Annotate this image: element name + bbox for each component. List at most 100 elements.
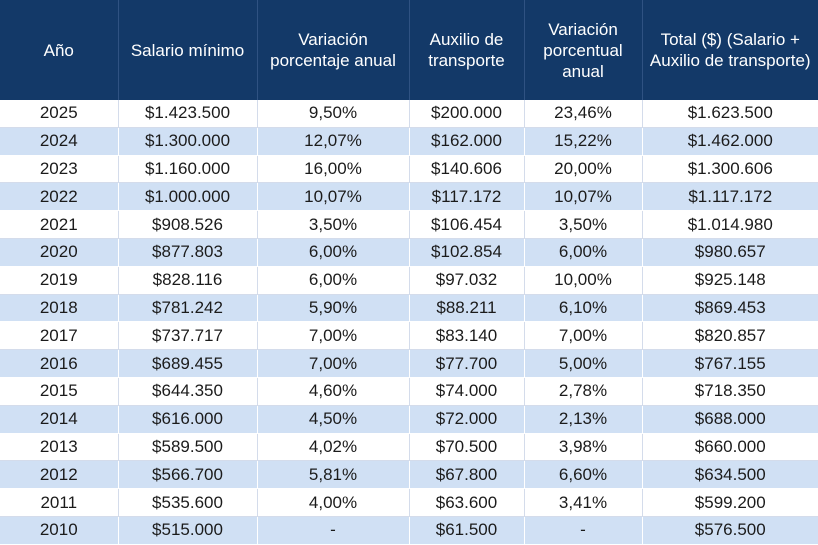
cell-total: $820.857: [642, 321, 818, 351]
table-row: 2010 $515.000- $61.500- $576.500: [0, 516, 818, 545]
table-row: 2022 $1.000.000 10,07% $117.172 10,07% $1.117…: [0, 182, 818, 212]
cell-transport-variation: 3,98%: [524, 433, 643, 462]
cell-total: $599.200: [642, 488, 818, 517]
cell-total: $767.155: [642, 349, 818, 378]
cell-transport-variation: 10,07%: [524, 182, 643, 212]
table-row: 2015 $644.350 4,60% $74.000 2,78% $718.350: [0, 377, 818, 406]
cell-year: 2013: [0, 433, 119, 462]
cell-year: 2023: [0, 155, 119, 184]
cell-transport-allowance: $140.606: [409, 155, 525, 184]
cell-minimum-wage: $828.116: [118, 266, 258, 295]
table-body: 2025 $1.423.500 9,50% $200.000 23,46% $1.623.…: [0, 100, 818, 545]
cell-transport-variation: 3,50%: [524, 210, 643, 239]
cell-transport-variation: 6,10%: [524, 294, 643, 323]
cell-wage-variation: 3,50%: [257, 210, 410, 239]
table-row: 2023 $1.160.000 16,00% $140.606 20,00% $1.300…: [0, 155, 818, 184]
cell-transport-variation: 2,78%: [524, 377, 643, 406]
cell-year: 2024: [0, 127, 119, 156]
table-row: 2013 $589.500 4,02% $70.500 3,98% $660.000: [0, 433, 818, 462]
cell-wage-variation: 4,50%: [257, 405, 410, 434]
cell-wage-variation: 12,07%: [257, 127, 410, 156]
table-row: 2025 $1.423.500 9,50% $200.000 23,46% $1.623.…: [0, 100, 818, 128]
table-row: 2024 $1.300.000 12,07% $162.000 15,22% $1.462…: [0, 127, 818, 156]
cell-minimum-wage: $616.000: [118, 405, 258, 434]
cell-year: 2025: [0, 100, 119, 128]
cell-transport-allowance: $74.000: [409, 377, 525, 406]
cell-year: 2018: [0, 294, 119, 323]
cell-transport-allowance: $63.600: [409, 488, 525, 517]
cell-year: 2010: [0, 516, 119, 545]
cell-transport-variation: 2,13%: [524, 405, 643, 434]
cell-wage-variation: 6,00%: [257, 238, 410, 267]
cell-total: $634.500: [642, 460, 818, 490]
cell-minimum-wage: $689.455: [118, 349, 258, 378]
cell-transport-allowance: $72.000: [409, 405, 525, 434]
cell-transport-allowance: $102.854: [409, 238, 525, 267]
header-minimum-wage: Salario mínimo: [118, 0, 258, 100]
cell-transport-variation: 23,46%: [524, 100, 643, 128]
cell-transport-variation: 3,41%: [524, 488, 643, 517]
cell-wage-variation: 7,00%: [257, 321, 410, 351]
cell-minimum-wage: $1.000.000: [118, 182, 258, 212]
cell-minimum-wage: $515.000: [118, 516, 258, 545]
cell-year: 2016: [0, 349, 119, 378]
cell-total: $869.453: [642, 294, 818, 323]
cell-minimum-wage: $1.300.000: [118, 127, 258, 156]
cell-wage-variation: 5,81%: [257, 460, 410, 490]
header-transport-allowance: Auxilio de transporte: [409, 0, 525, 100]
cell-transport-variation: 15,22%: [524, 127, 643, 156]
cell-transport-allowance: $83.140: [409, 321, 525, 351]
cell-total: $660.000: [642, 433, 818, 462]
cell-wage-variation: 6,00%: [257, 266, 410, 295]
cell-transport-allowance: $162.000: [409, 127, 525, 156]
table-row: 2021 $908.526 3,50% $106.454 3,50% $1.014.980: [0, 210, 818, 239]
table-row: 2020 $877.803 6,00% $102.854 6,00% $980.657: [0, 238, 818, 267]
cell-wage-variation: 16,00%: [257, 155, 410, 184]
cell-minimum-wage: $644.350: [118, 377, 258, 406]
cell-total: $925.148: [642, 266, 818, 295]
cell-minimum-wage: $1.423.500: [118, 100, 258, 128]
cell-minimum-wage: $908.526: [118, 210, 258, 239]
header-transport-annual-variation: Variación porcentual anual: [524, 0, 643, 100]
header-wage-annual-variation: Variación porcentaje anual: [257, 0, 410, 100]
cell-minimum-wage: $589.500: [118, 433, 258, 462]
cell-transport-allowance: $70.500: [409, 433, 525, 462]
cell-transport-allowance: $97.032: [409, 266, 525, 295]
cell-wage-variation: 5,90%: [257, 294, 410, 323]
cell-year: 2014: [0, 405, 119, 434]
cell-total: $980.657: [642, 238, 818, 267]
cell-wage-variation: 4,60%: [257, 377, 410, 406]
cell-year: 2020: [0, 238, 119, 267]
cell-total: $1.117.172: [642, 182, 818, 212]
cell-transport-variation: 6,60%: [524, 460, 643, 490]
table-row: 2019 $828.116 6,00% $97.032 10,00% $925.148: [0, 266, 818, 295]
cell-year: 2011: [0, 488, 119, 517]
cell-transport-allowance: $117.172: [409, 182, 525, 212]
cell-transport-variation: -: [524, 516, 643, 545]
cell-wage-variation: 9,50%: [257, 100, 410, 128]
header-year: Año: [0, 0, 119, 100]
table-header: Año Salario mínimo Variación porcentaje …: [0, 0, 818, 100]
cell-year: 2019: [0, 266, 119, 295]
cell-minimum-wage: $737.717: [118, 321, 258, 351]
cell-transport-variation: 20,00%: [524, 155, 643, 184]
cell-year: 2017: [0, 321, 119, 351]
table-row: 2012 $566.700 5,81% $67.800 6,60% $634.500: [0, 460, 818, 490]
cell-transport-variation: 5,00%: [524, 349, 643, 378]
cell-minimum-wage: $781.242: [118, 294, 258, 323]
cell-transport-allowance: $106.454: [409, 210, 525, 239]
header-total: Total ($) (Salario + Auxilio de transpor…: [642, 0, 818, 100]
cell-total: $576.500: [642, 516, 818, 545]
cell-total: $718.350: [642, 377, 818, 406]
cell-transport-variation: 6,00%: [524, 238, 643, 267]
table-row: 2018 $781.242 5,90% $88.211 6,10% $869.453: [0, 294, 818, 323]
cell-wage-variation: 4,02%: [257, 433, 410, 462]
cell-year: 2012: [0, 460, 119, 490]
cell-transport-allowance: $77.700: [409, 349, 525, 378]
cell-transport-variation: 7,00%: [524, 321, 643, 351]
cell-transport-allowance: $88.211: [409, 294, 525, 323]
table-row: 2014 $616.000 4,50% $72.000 2,13% $688.000: [0, 405, 818, 434]
table-row: 2016 $689.455 7,00% $77.700 5,00% $767.155: [0, 349, 818, 378]
